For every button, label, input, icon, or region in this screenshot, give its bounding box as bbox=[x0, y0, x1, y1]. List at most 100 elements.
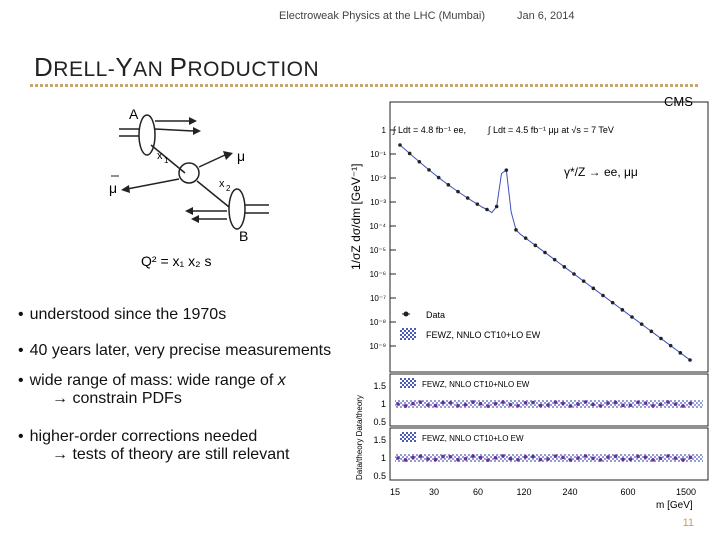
x-axis-label: m [GeV] bbox=[656, 500, 693, 510]
ratio-point bbox=[501, 400, 505, 404]
x-tick-label: 1500 bbox=[676, 487, 696, 497]
ratio-point bbox=[598, 404, 603, 408]
data-point bbox=[485, 207, 489, 212]
ratio-point bbox=[433, 457, 438, 462]
ratio-point bbox=[553, 400, 558, 404]
ratio-point bbox=[426, 403, 430, 407]
data-point bbox=[659, 336, 663, 341]
ratio-point bbox=[486, 458, 490, 462]
ratio-point bbox=[583, 400, 588, 404]
ratio-point bbox=[621, 457, 625, 462]
data-point bbox=[678, 351, 683, 355]
legend-fewz-main: FEWZ, NNLO CT10+LO EW bbox=[426, 330, 541, 340]
spectrum-curve bbox=[398, 143, 692, 362]
ratio-point bbox=[658, 402, 663, 407]
ratio-point bbox=[501, 454, 505, 458]
ratio-point bbox=[463, 456, 468, 461]
data-point bbox=[649, 329, 654, 334]
ratio-points bbox=[395, 400, 703, 462]
y-axis-label: 1/σZ dσ/dm [GeV⁻¹] bbox=[349, 163, 363, 270]
x-tick-label: 30 bbox=[429, 487, 439, 497]
ratio-panel-2-frame bbox=[389, 427, 709, 481]
title-divider bbox=[30, 84, 700, 87]
ratio-panel-1-frame bbox=[389, 373, 709, 427]
data-point bbox=[494, 204, 499, 209]
ratio-point bbox=[568, 404, 573, 408]
data-point bbox=[398, 143, 402, 147]
ratio-point bbox=[531, 454, 535, 459]
ratio-point bbox=[441, 400, 445, 405]
ratio-point bbox=[433, 403, 438, 408]
ratio-point bbox=[448, 400, 453, 405]
legend-ratio-2: FEWZ, NNLO CT10+LO EW bbox=[422, 434, 524, 443]
ratio-point bbox=[636, 454, 640, 459]
data-point bbox=[601, 293, 605, 298]
ratio-point bbox=[658, 456, 663, 461]
x-tick-label: 60 bbox=[473, 487, 483, 497]
ratio-point bbox=[613, 400, 618, 405]
y-tick-label: 10⁻⁹ bbox=[369, 342, 386, 351]
y-tick-labels: 1 10⁻¹ 10⁻² 10⁻³ 10⁻⁴ 10⁻⁵ 10⁻⁶ 10⁻⁷ 10⁻⁸ 10⁻⁹ bbox=[369, 126, 396, 351]
ratio-point bbox=[441, 454, 445, 459]
ratio-tick-label: 1 bbox=[381, 453, 386, 463]
ratio-point bbox=[673, 402, 678, 406]
data-point bbox=[407, 151, 412, 156]
ratio-point bbox=[516, 403, 520, 408]
data-point bbox=[610, 300, 615, 305]
ratio-point bbox=[628, 457, 633, 462]
y-tick-label: 1 bbox=[382, 126, 387, 135]
ratio-point bbox=[576, 456, 580, 460]
x-tick-label: 15 bbox=[390, 487, 400, 497]
ratio-point bbox=[456, 403, 460, 408]
ratio-point bbox=[411, 455, 415, 460]
bullet-1: • understood since the 1970s bbox=[18, 306, 227, 323]
y-tick-label: 10⁻¹ bbox=[370, 150, 386, 159]
data-point bbox=[688, 358, 692, 362]
ratio-point bbox=[403, 404, 408, 408]
svg-text:1: 1 bbox=[164, 156, 169, 165]
data-point bbox=[591, 286, 596, 291]
ratio-point bbox=[583, 454, 588, 458]
data-point bbox=[514, 228, 518, 232]
ratio-point bbox=[523, 401, 528, 405]
data-point bbox=[533, 243, 538, 248]
slide-number: 11 bbox=[682, 517, 694, 529]
ratio-point bbox=[546, 403, 550, 407]
ratio-point bbox=[688, 455, 693, 460]
slide-date: Jan 6, 2014 bbox=[517, 10, 575, 22]
ratio-point bbox=[681, 404, 685, 408]
x-tick-label: 240 bbox=[562, 487, 577, 497]
bullet-4: • higher-order corrections needed → tests… bbox=[18, 428, 290, 463]
data-point bbox=[436, 175, 441, 180]
ratio-point bbox=[681, 458, 685, 462]
ratio-point bbox=[643, 455, 648, 459]
ratio-point bbox=[576, 402, 580, 406]
ratio-point bbox=[561, 455, 565, 460]
ratio-tick-label: 0.5 bbox=[373, 417, 386, 427]
data-point bbox=[465, 196, 470, 200]
ratio-tick-label: 0.5 bbox=[373, 471, 386, 481]
ratio-point bbox=[478, 401, 483, 406]
ratio-point bbox=[613, 454, 618, 459]
ratio-point bbox=[538, 457, 543, 462]
legend-ratio-1: FEWZ, NNLO CT10+NLO EW bbox=[422, 380, 530, 389]
data-point bbox=[417, 160, 422, 164]
ratio-point bbox=[471, 454, 475, 458]
ratio-point bbox=[426, 457, 430, 461]
ratio-tick-labels: 1.5 1 0.5 1.5 1 0.5 bbox=[373, 381, 386, 481]
ratio-tick-label: 1 bbox=[381, 399, 386, 409]
slide-title: DRELL-YAN PRODUCTION bbox=[34, 52, 320, 82]
ratio-point bbox=[508, 456, 513, 461]
svg-text:2: 2 bbox=[226, 184, 231, 193]
ratio-point bbox=[493, 455, 498, 460]
y-tick-label: 10⁻⁶ bbox=[370, 270, 386, 279]
bullet-2: • 40 years later, very precise measuremen… bbox=[18, 342, 332, 359]
label-A: A bbox=[129, 106, 139, 122]
y-tick-label: 10⁻⁸ bbox=[370, 318, 387, 327]
ratio-point bbox=[546, 457, 550, 461]
data-point bbox=[552, 257, 557, 262]
ratio-point bbox=[418, 454, 423, 458]
ratio-point bbox=[553, 454, 558, 458]
ratio-point bbox=[568, 458, 573, 462]
ratio-point bbox=[606, 401, 610, 405]
